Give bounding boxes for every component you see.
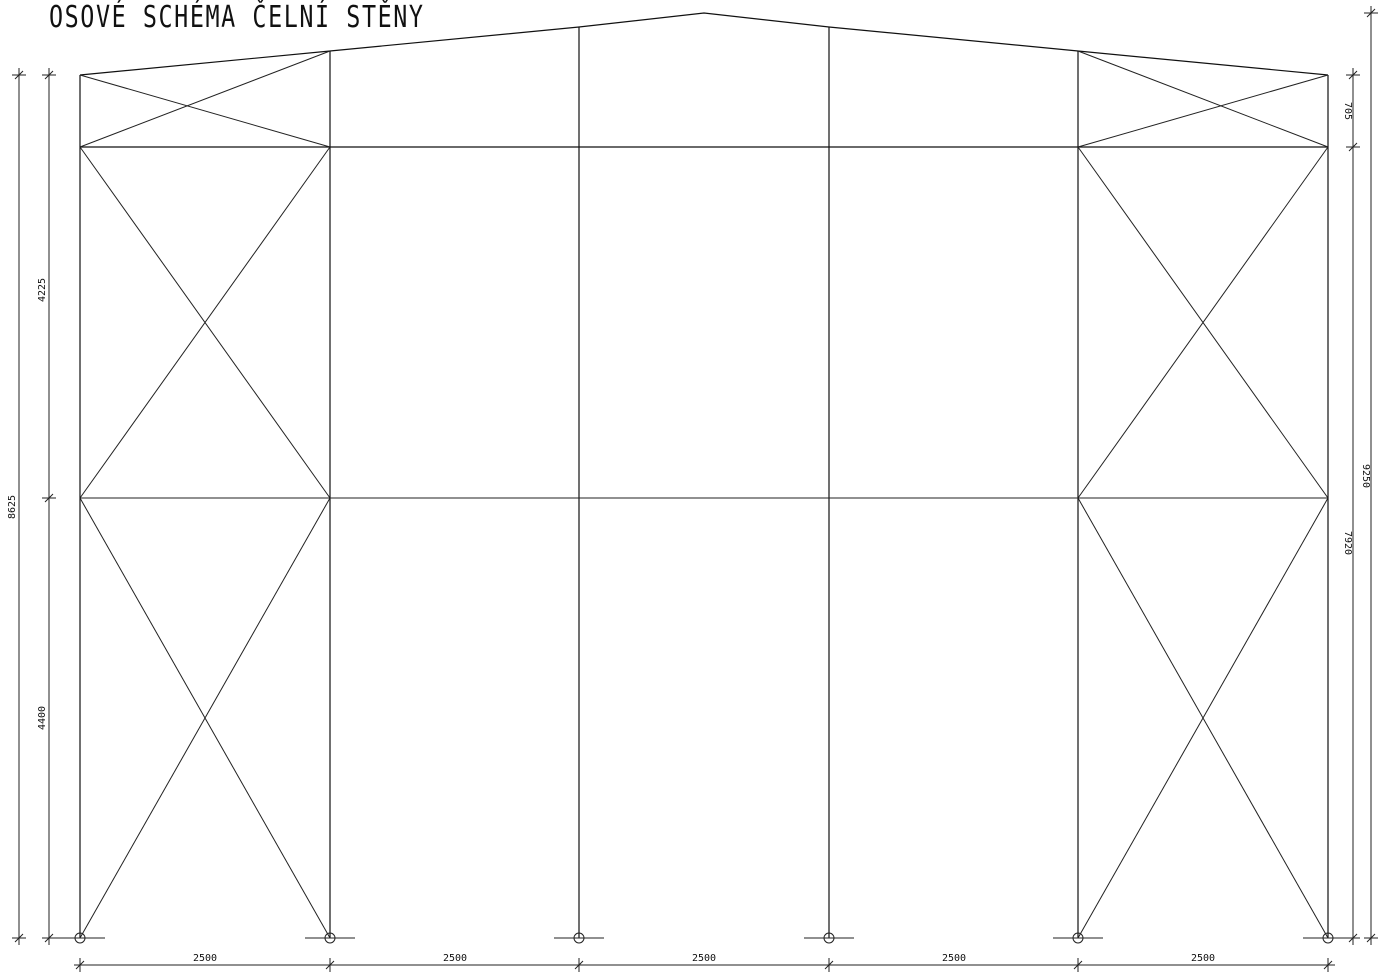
dim-bottom-1: 2500 (193, 953, 217, 964)
brace-left-mid-b (79, 146, 331, 499)
dim-left-outer: 8625 (7, 495, 18, 519)
drawing-title: OSOVÉ SCHÉMA ČELNÍ STĚNY (49, 0, 425, 35)
support-5 (1053, 932, 1103, 944)
left-outer-dimension: 8625 (7, 68, 26, 945)
support-3 (554, 932, 604, 944)
brace-left-top-a (79, 74, 331, 148)
brace-right-top-a (1077, 50, 1329, 148)
bottom-dimension-chain: 2500 2500 2500 2500 2500 (74, 953, 1335, 972)
support-4 (804, 932, 854, 944)
dim-bottom-2: 2500 (443, 953, 467, 964)
dim-bottom-3: 2500 (692, 953, 716, 964)
support-6 (1303, 932, 1353, 944)
dim-left-lower: 4400 (37, 706, 48, 730)
brace-right-mid-b (1077, 146, 1329, 499)
left-inner-dimension-chain: 4225 4400 (37, 68, 56, 945)
brace-left-top-b (79, 50, 331, 148)
dim-bottom-5: 2500 (1191, 953, 1215, 964)
right-inner-dimension-chain: 705 7920 (1342, 68, 1360, 945)
support-1 (55, 932, 105, 944)
dim-right-top: 705 (1342, 102, 1353, 120)
dim-bottom-4: 2500 (942, 953, 966, 964)
brace-right-low-b (1077, 497, 1329, 939)
dim-right-mid: 7920 (1342, 531, 1353, 555)
supports (55, 932, 1353, 944)
support-2 (305, 932, 355, 944)
dim-left-upper: 4225 (37, 278, 48, 302)
brace-left-low-b (79, 497, 331, 939)
roof-line (79, 12, 1329, 76)
brace-right-top-b (1077, 74, 1329, 148)
right-outer-dimension: 9250 (1360, 6, 1378, 945)
dim-right-outer: 9250 (1360, 464, 1371, 488)
